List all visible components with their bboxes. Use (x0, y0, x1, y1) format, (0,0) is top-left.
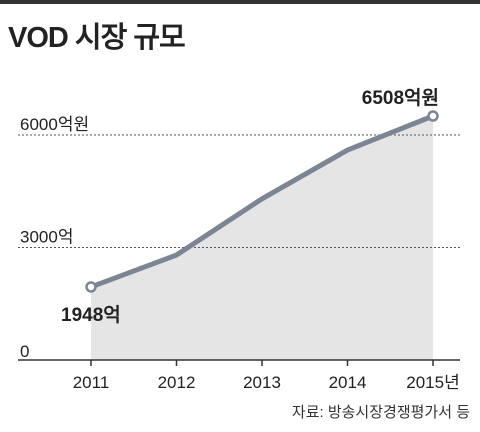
x-tick-label: 2015년 (406, 373, 459, 392)
data-label: 6508억원 (362, 87, 439, 109)
series-line (88, 113, 436, 290)
data-point-marker (427, 110, 439, 122)
area-fill (91, 116, 433, 360)
chart-title: VOD 시장 규모 (8, 22, 186, 54)
x-tick-label: 2012 (158, 373, 196, 392)
data-point-marker (85, 281, 97, 293)
data-label: 1948억 (61, 304, 121, 326)
source-note: 자료: 방송시장경쟁평가서 등 (291, 404, 470, 421)
x-tick-label: 2011 (73, 373, 110, 392)
y-tick-label: 0 (20, 342, 29, 361)
x-tick-label: 2013 (243, 373, 281, 392)
x-tick-label: 2014 (329, 373, 367, 392)
y-tick-label: 6000억원 (20, 115, 89, 134)
y-tick-label: 3000억 (20, 228, 73, 247)
top-rule (0, 0, 480, 4)
